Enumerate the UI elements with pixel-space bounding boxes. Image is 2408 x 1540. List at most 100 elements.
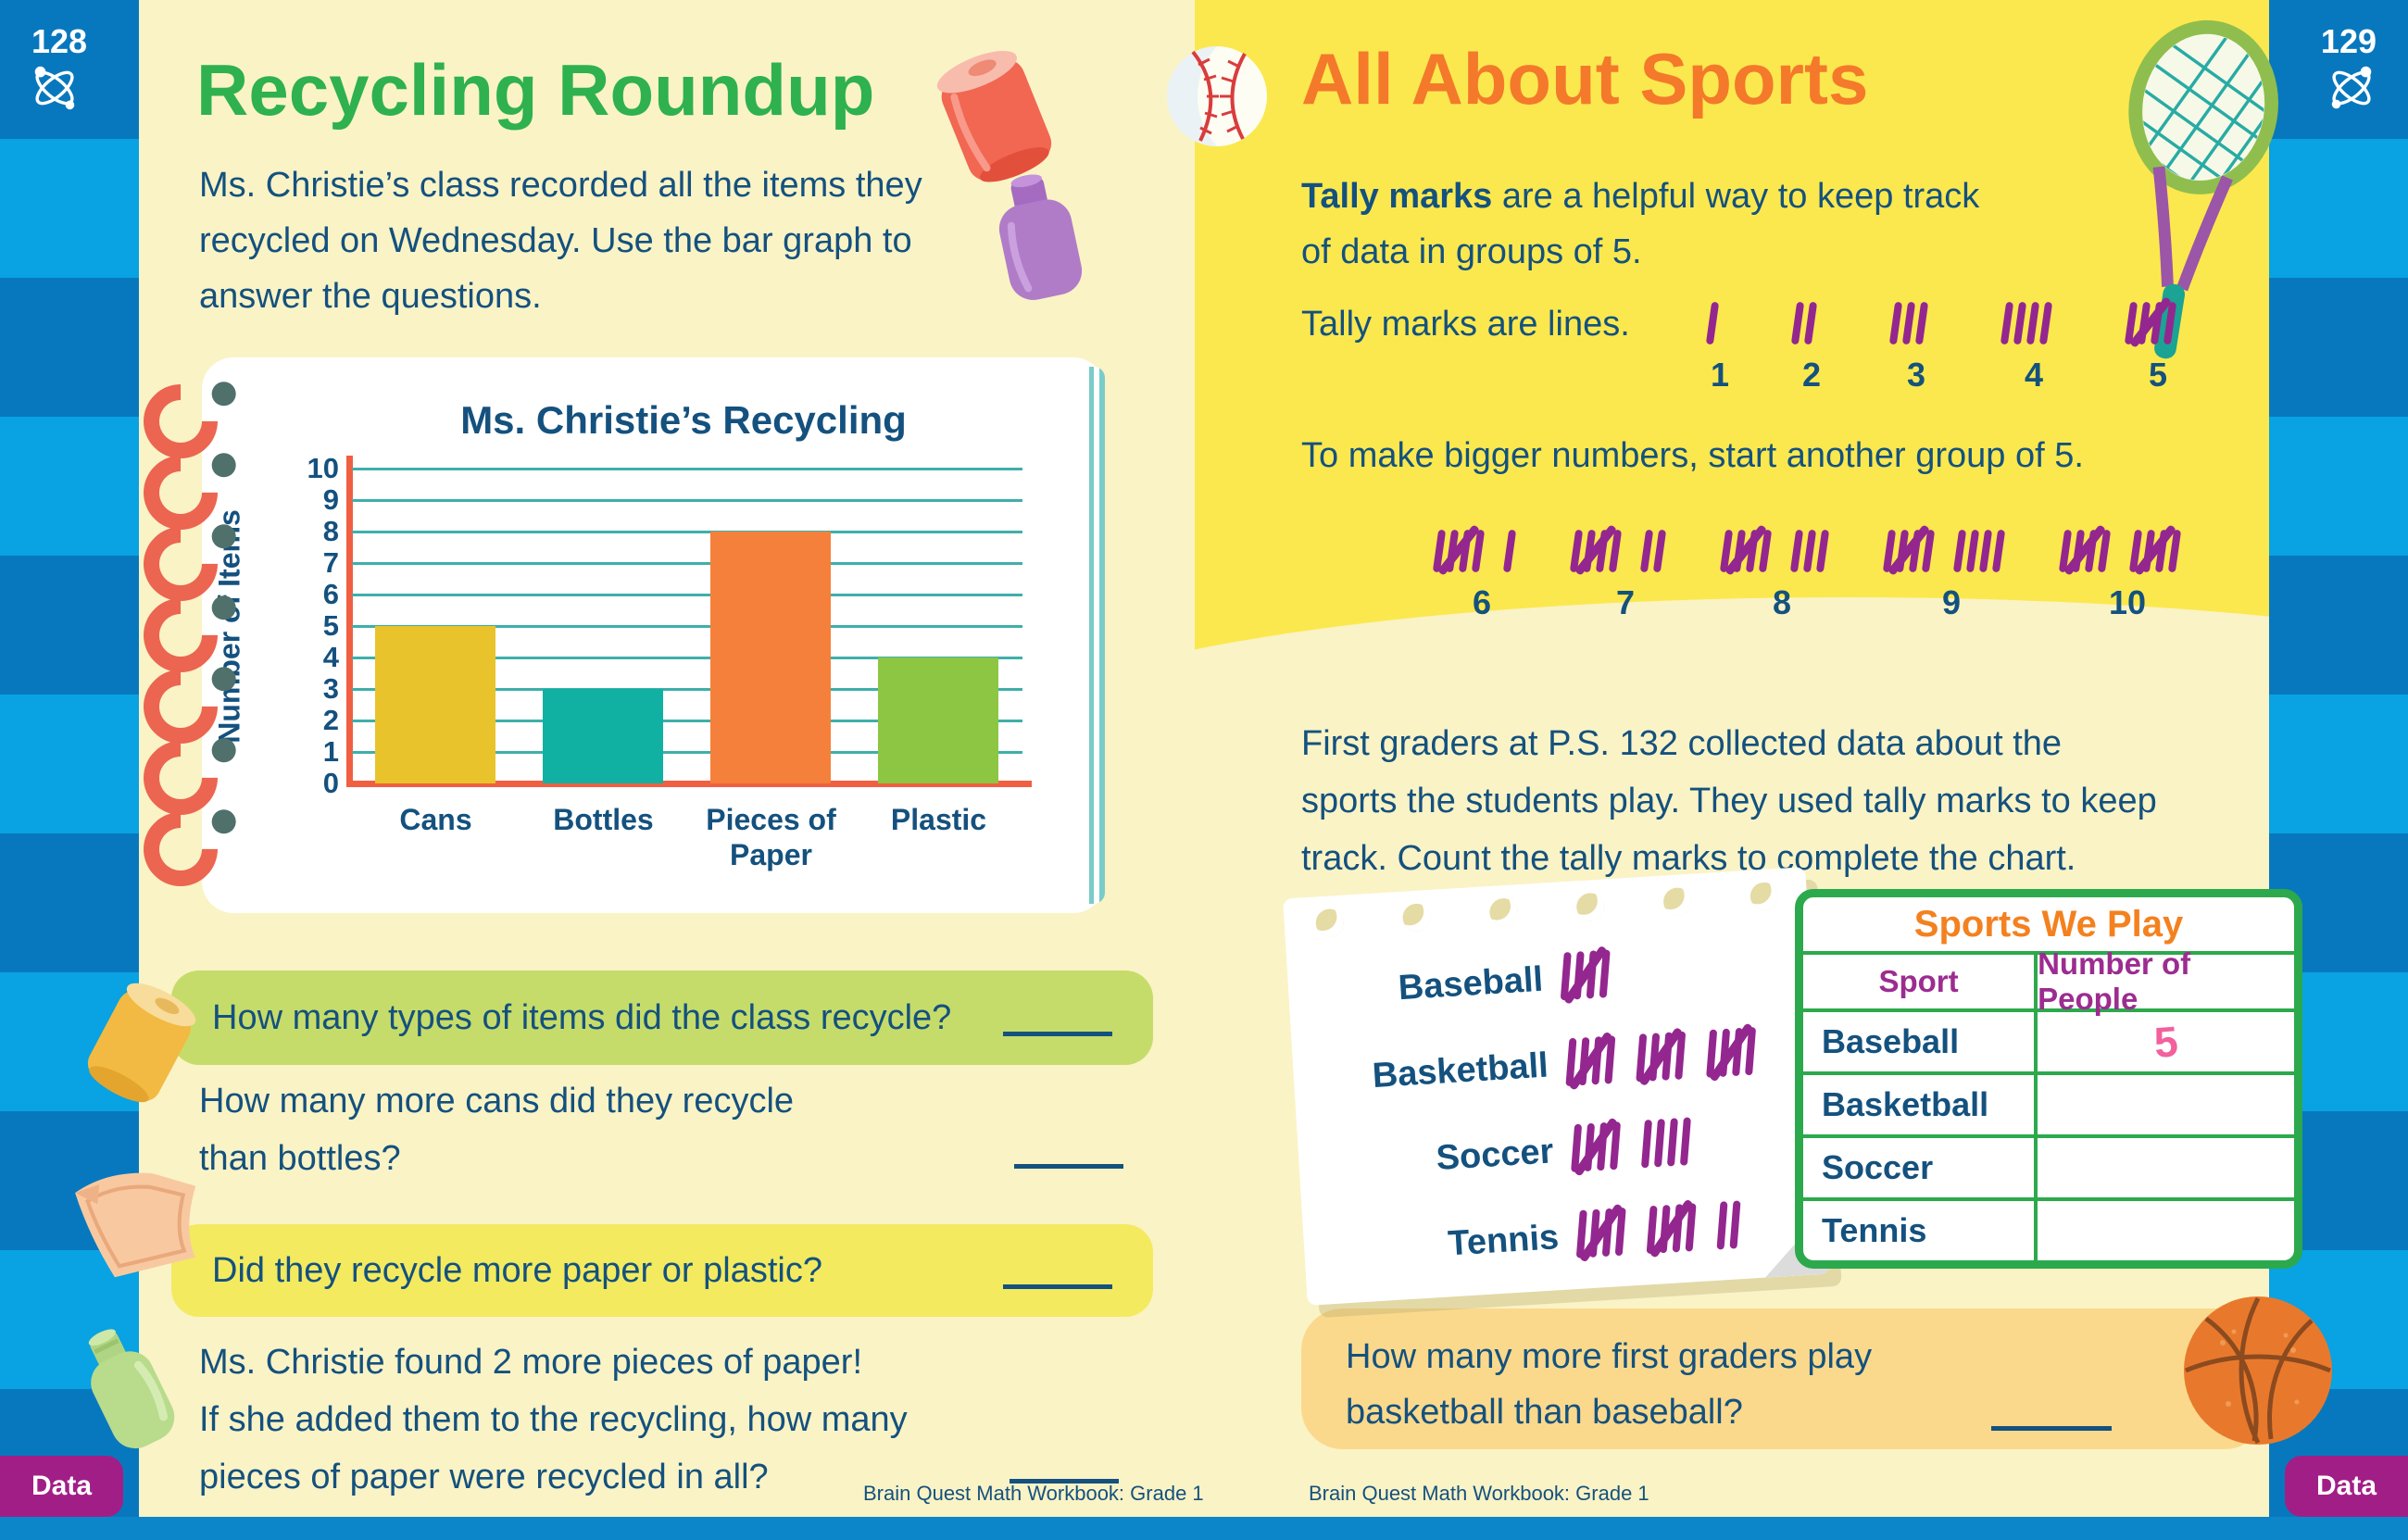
y-tick-1: 1 bbox=[322, 735, 339, 768]
plot-area bbox=[346, 456, 1032, 787]
tennis-count-cell[interactable] bbox=[2034, 1201, 2294, 1260]
jack-icon bbox=[2331, 66, 2372, 109]
y-tick-9: 9 bbox=[322, 483, 339, 516]
tally-group bbox=[2057, 524, 2113, 576]
tally-marks-bold: Tally marks bbox=[1301, 177, 1493, 216]
tennis-racket-icon bbox=[2128, 19, 2278, 359]
y-tick-7: 7 bbox=[322, 546, 339, 579]
sports-paragraph: First graders at P.S. 132 collected data… bbox=[1301, 724, 2157, 878]
tally-intro: Tally marks are a helpful way to keep tr… bbox=[1301, 177, 1980, 271]
x-label-4: Plastic bbox=[890, 803, 987, 836]
left-page-blue-border bbox=[0, 0, 139, 1540]
jack-icon bbox=[34, 66, 75, 110]
page-number-right: 129 bbox=[2320, 22, 2377, 60]
gridline-6 bbox=[352, 593, 1022, 596]
page-title-recycling: Recycling Roundup bbox=[196, 49, 875, 131]
tally-group bbox=[1637, 1117, 1695, 1169]
tally-group bbox=[1568, 524, 1624, 576]
tally-group bbox=[1638, 529, 1668, 573]
page-title-sports: All About Sports bbox=[1301, 38, 1869, 119]
gridline-7 bbox=[352, 561, 1022, 565]
tally-example-5: 5 bbox=[2123, 261, 2193, 394]
y-tick-5: 5 bbox=[322, 609, 339, 642]
tally-example-2: 2 bbox=[1789, 261, 1834, 394]
page-number-left: 128 bbox=[31, 22, 88, 60]
tally-group bbox=[2127, 524, 2183, 576]
gridline-10 bbox=[352, 467, 1022, 470]
tally-lines-label: Tally marks are lines. bbox=[1301, 305, 1630, 344]
tally-group bbox=[1712, 1200, 1745, 1250]
tally-group bbox=[1632, 1026, 1690, 1087]
footer-right: Brain Quest Math Workbook: Grade 1 bbox=[1309, 1482, 1649, 1505]
yellow-can-icon bbox=[87, 983, 196, 1103]
gridline-1 bbox=[352, 750, 1022, 754]
bigger-numbers-label: To make bigger numbers, start another gr… bbox=[1301, 436, 2084, 475]
answer-blank-2[interactable] bbox=[1014, 1132, 1123, 1169]
question-1: How many types of items did the class re… bbox=[171, 970, 1153, 1065]
table-title: Sports We Play bbox=[1913, 903, 2184, 945]
paper-sheet-icon bbox=[75, 1172, 196, 1278]
data-tab-right: Data bbox=[2285, 1456, 2408, 1517]
x-label-1: Cans bbox=[399, 803, 472, 836]
question-1-text: How many types of items did the class re… bbox=[212, 997, 952, 1037]
x-axis-line bbox=[346, 781, 1032, 787]
tally-group bbox=[1888, 301, 1930, 345]
bar-cans bbox=[375, 626, 495, 783]
tally-group bbox=[1501, 529, 1518, 573]
question-3-text: Did they recycle more paper or plastic? bbox=[212, 1250, 822, 1290]
tally-group bbox=[1704, 301, 1721, 345]
purple-bottle-icon bbox=[998, 174, 1083, 300]
bar-bottles bbox=[543, 689, 663, 783]
table-row-soccer: Soccer bbox=[1803, 1134, 2294, 1197]
bar-chart: Number of Items 0 1 2 3 4 5 6 7 8 9 10 Cans Bottles… bbox=[213, 453, 1032, 871]
data-tab-left: Data bbox=[0, 1456, 123, 1517]
tally-example-1: 1 bbox=[1704, 261, 1736, 394]
tally-group bbox=[1718, 524, 1774, 576]
intro-paragraph: Ms. Christie’s class recorded all the it… bbox=[199, 166, 922, 316]
table-row-baseball: Baseball 5 bbox=[1803, 1008, 2294, 1071]
answer-blank-5[interactable] bbox=[1991, 1394, 2112, 1431]
soccer-count-cell[interactable] bbox=[2034, 1138, 2294, 1197]
x-label-2: Bottles bbox=[553, 803, 654, 836]
gridline-4 bbox=[352, 656, 1022, 659]
chart-title: Ms. Christie’s Recycling bbox=[460, 398, 907, 442]
gridline-9 bbox=[352, 498, 1022, 502]
gridline-5 bbox=[352, 624, 1022, 628]
answer-blank-3[interactable] bbox=[1003, 1252, 1112, 1289]
tally-group bbox=[1788, 529, 1831, 573]
answer-blank-1[interactable] bbox=[1003, 999, 1112, 1036]
tally-example-4: 4 bbox=[1999, 261, 2069, 394]
question-5: How many more first graders play basketb… bbox=[1301, 1308, 2266, 1449]
table-header: Sport Number of People bbox=[1803, 946, 2294, 1016]
tally-group bbox=[1999, 301, 2054, 345]
bottom-blue-strip bbox=[0, 1517, 2408, 1540]
bar-pieces-of-paper bbox=[710, 532, 831, 783]
tally-group bbox=[2123, 296, 2178, 348]
y-axis-ticks: 0 1 2 3 4 5 6 7 8 9 10 bbox=[293, 453, 339, 799]
tally-example-8: 8 bbox=[1718, 489, 1846, 622]
gridline-3 bbox=[352, 687, 1022, 691]
tally-group bbox=[1431, 524, 1486, 576]
basketball-icon bbox=[2184, 1296, 2332, 1445]
question-2: How many more cans did they recycle than… bbox=[199, 1082, 795, 1178]
tally-example-7: 7 bbox=[1568, 489, 1683, 622]
tally-group bbox=[1561, 1031, 1620, 1091]
bar-graph-card: Ms. Christie’s Recycling Number of Items… bbox=[202, 357, 1105, 913]
baseball-count-cell[interactable]: 5 bbox=[2034, 1012, 2294, 1071]
table-row-tennis: Tennis bbox=[1803, 1197, 2294, 1260]
tally-example-6: 6 bbox=[1431, 489, 1533, 622]
answer-blank-4[interactable] bbox=[1010, 1446, 1119, 1484]
tally-example-3: 3 bbox=[1888, 261, 1945, 394]
tally-examples-6-10: 6 7 8 9 10 bbox=[1431, 489, 2198, 622]
tally-example-9: 9 bbox=[1881, 489, 2022, 622]
basketball-tally-marks bbox=[1561, 1022, 1775, 1092]
footer-left: Brain Quest Math Workbook: Grade 1 bbox=[863, 1482, 1204, 1505]
tennis-tally-marks bbox=[1572, 1198, 1760, 1263]
question-3: Did they recycle more paper or plastic? bbox=[171, 1224, 1153, 1317]
y-tick-2: 2 bbox=[322, 704, 339, 736]
red-soda-can-icon bbox=[936, 50, 1052, 182]
basketball-count-cell[interactable] bbox=[2034, 1075, 2294, 1134]
question-4: Ms. Christie found 2 more pieces of pape… bbox=[199, 1343, 908, 1496]
